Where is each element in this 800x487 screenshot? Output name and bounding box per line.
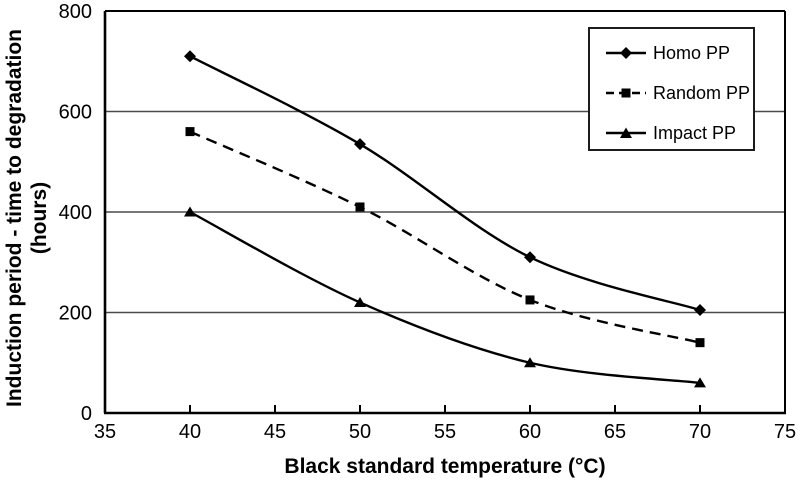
x-tick-label-35: 35 — [94, 421, 116, 443]
series-line-homo-pp — [189, 55, 701, 312]
y-axis-title-line2: (hours) — [28, 181, 51, 255]
x-tick-label-45: 45 — [264, 421, 286, 443]
legend-diamond-swatch-icon — [606, 47, 646, 59]
legend-square-swatch-icon — [606, 88, 646, 98]
x-tick-label-50: 50 — [349, 421, 371, 443]
y-tick-label-800: 800 — [59, 1, 92, 23]
x-tick-label-60: 60 — [519, 421, 541, 443]
series-marker-homo-pp-60 — [524, 251, 536, 264]
x-tick-label-65: 65 — [604, 421, 626, 443]
x-tick-label-70: 70 — [689, 421, 711, 443]
x-tick-label-55: 55 — [434, 421, 456, 443]
y-tick-label-600: 600 — [59, 102, 92, 124]
series-marker-random-pp-40 — [185, 127, 195, 137]
y-tick-label-200: 200 — [59, 303, 92, 325]
legend-label-impact-pp: Impact PP — [653, 122, 737, 143]
series-marker-random-pp-70 — [695, 338, 705, 348]
legend-label-random-pp: Random PP — [653, 82, 751, 103]
series-line-random-pp — [189, 130, 701, 344]
series-marker-impact-pp-60 — [524, 357, 536, 368]
series-marker-impact-pp-70 — [694, 377, 706, 388]
series-marker-random-pp-60 — [525, 295, 535, 305]
legend-item-random-pp: Random PP — [606, 73, 753, 113]
series-marker-homo-pp-50 — [354, 138, 366, 151]
legend-item-impact-pp: Impact PP — [606, 113, 753, 153]
legend: Homo PP Random PP Impact PP — [588, 27, 755, 151]
series-marker-random-pp-50 — [355, 202, 365, 212]
series-line-impact-pp — [189, 210, 701, 385]
legend-triangle-swatch-icon — [606, 127, 646, 138]
series-marker-homo-pp-40 — [184, 50, 196, 63]
legend-item-homo-pp: Homo PP — [606, 33, 753, 73]
series-marker-homo-pp-70 — [694, 303, 706, 316]
series-marker-impact-pp-40 — [184, 206, 196, 217]
y-tick-label-400: 400 — [59, 202, 92, 224]
legend-label-homo-pp: Homo PP — [653, 42, 731, 63]
y-axis-title-line1: Induction period - time to degradation — [3, 29, 26, 407]
series-marker-impact-pp-50 — [354, 296, 366, 307]
x-tick-label-75: 75 — [774, 421, 796, 443]
y-axis-title: Induction period - time to degradation (… — [2, 8, 52, 428]
x-axis-title: Black standard temperature (°C) — [284, 455, 606, 478]
x-tick-label-40: 40 — [179, 421, 201, 443]
y-tick-label-0: 0 — [81, 403, 92, 425]
